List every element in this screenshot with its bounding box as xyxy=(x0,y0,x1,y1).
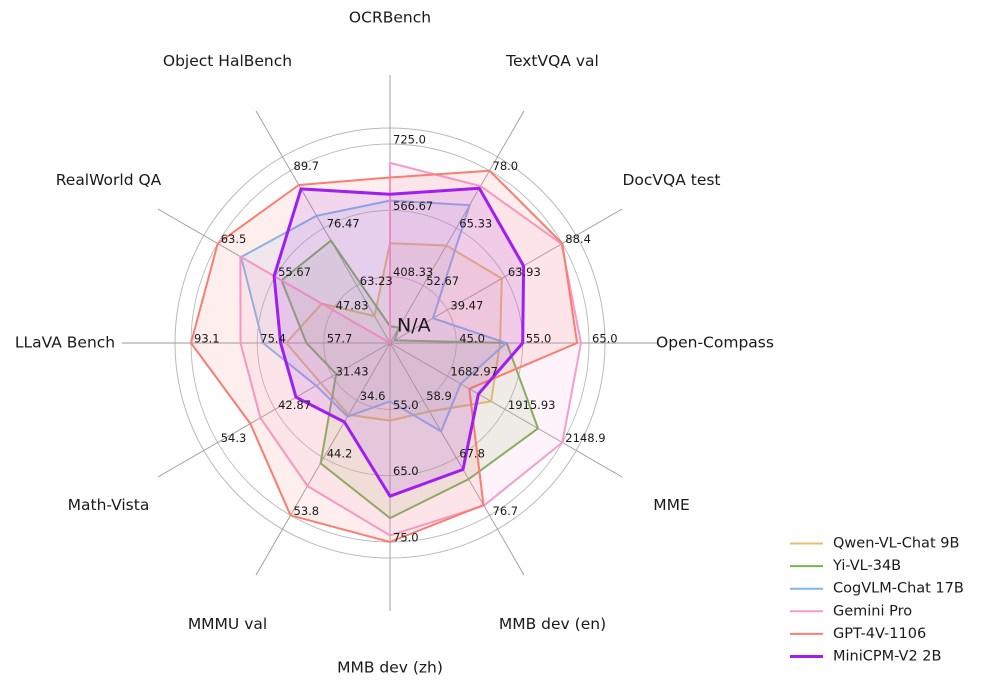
tick-label: 55.67 xyxy=(278,265,311,279)
tick-labels: 408.33 566.67 725.0 52.67 65.33 78.0 39.47 63.9… xyxy=(194,133,618,545)
series-line-minicpm-v2-2b xyxy=(272,186,526,498)
tick-label: 78.0 xyxy=(493,159,519,173)
tick-label: 75.0 xyxy=(393,531,419,545)
tick-label: 63.93 xyxy=(508,265,541,279)
axis-title-mmmu-val: MMMU val xyxy=(188,615,267,633)
tick-label: 42.87 xyxy=(278,398,311,412)
tick-label: 65.0 xyxy=(592,332,618,346)
axis-title-ocrbench: OCRBench xyxy=(349,9,431,27)
legend-item-minicpm-v2-2b: MiniCPM-V2 2B xyxy=(790,649,941,665)
tick-label: 34.6 xyxy=(360,389,386,403)
legend: Qwen-VL-Chat 9B Yi-VL-34B CogVLM-Chat 17B G… xyxy=(790,536,964,665)
axis-spoke xyxy=(389,110,525,344)
axis-spoke xyxy=(389,342,623,478)
axis-title-mme: MME xyxy=(653,496,690,514)
axis-spoke xyxy=(389,342,525,576)
tick-label: 45.0 xyxy=(459,332,485,346)
legend-label-yi-vl-34b: Yi-VL-34B xyxy=(832,558,901,574)
tick-label: 55.0 xyxy=(393,398,419,412)
center-na-label: N/A xyxy=(397,315,431,337)
tick-label: 89.7 xyxy=(294,159,320,173)
tick-label: 76.7 xyxy=(493,504,519,518)
tick-label: 47.83 xyxy=(336,298,369,312)
axis-title-mmb-dev-zh-: MMB dev (zh) xyxy=(337,659,443,677)
axis-spoke xyxy=(389,208,623,344)
tick-label: 53.8 xyxy=(294,504,320,518)
tick-label: 55.0 xyxy=(526,332,552,346)
legend-item-qwen-vl-chat-9b: Qwen-VL-Chat 9B xyxy=(790,536,959,552)
tick-label: 39.47 xyxy=(450,298,483,312)
tick-label: 31.43 xyxy=(336,365,369,379)
tick-label: 566.67 xyxy=(393,199,433,213)
tick-label: 65.33 xyxy=(459,217,492,231)
series-fill-gpt-4v-1106 xyxy=(191,170,578,542)
legend-label-gpt-4v-1106: GPT-4V-1106 xyxy=(833,626,926,642)
legend-label-gemini-pro: Gemini Pro xyxy=(833,603,912,619)
series-group xyxy=(190,161,582,543)
tick-label: 57.7 xyxy=(327,332,353,346)
tick-label: 408.33 xyxy=(393,265,433,279)
series-fill-yi-vl-34b xyxy=(281,240,538,519)
tick-label: 54.3 xyxy=(221,431,247,445)
tick-label: 67.8 xyxy=(459,446,485,460)
axis-title-object-halbench: Object HalBench xyxy=(163,52,292,70)
axis-title-mmb-dev-en-: MMB dev (en) xyxy=(499,615,606,633)
tick-label: 76.47 xyxy=(327,217,360,231)
axis-title-realworld-qa: RealWorld QA xyxy=(56,171,162,189)
series-fill-cogvlm-chat-17b xyxy=(241,200,507,432)
tick-label: 65.0 xyxy=(393,464,419,478)
tick-label: 52.67 xyxy=(426,274,459,288)
tick-label: 725.0 xyxy=(393,133,426,147)
tick-label: 93.1 xyxy=(194,332,220,346)
axis-title-docvqa-test: DocVQA test xyxy=(622,171,720,189)
tick-label: 44.2 xyxy=(327,446,353,460)
tick-label: 2148.9 xyxy=(565,431,605,445)
legend-item-cogvlm-chat-17b: CogVLM-Chat 17B xyxy=(790,581,964,597)
tick-label: 63.23 xyxy=(360,274,393,288)
axis-title-math-vista: Math-Vista xyxy=(68,496,150,514)
axis-title-open-compass: Open-Compass xyxy=(656,334,774,352)
tick-label: 58.9 xyxy=(426,389,452,403)
axis-title-llava-bench: LLaVA Bench xyxy=(15,334,115,352)
axis-titles: OCRBench TextVQA val DocVQA test Open-Compa… xyxy=(15,9,774,677)
legend-label-qwen-vl-chat-9b: Qwen-VL-Chat 9B xyxy=(833,536,959,552)
legend-item-gpt-4v-1106: GPT-4V-1106 xyxy=(790,626,926,642)
legend-label-minicpm-v2-2b: MiniCPM-V2 2B xyxy=(833,649,941,665)
series-fill-minicpm-v2-2b xyxy=(274,188,524,497)
tick-label: 1915.93 xyxy=(508,398,556,412)
legend-item-gemini-pro: Gemini Pro xyxy=(790,603,912,619)
axis-title-textvqa-val: TextVQA val xyxy=(505,52,599,70)
series-line-gpt-4v-1106 xyxy=(190,169,579,543)
legend-item-yi-vl-34b: Yi-VL-34B xyxy=(790,558,901,574)
tick-label: 63.5 xyxy=(221,232,247,246)
tick-label: 75.4 xyxy=(260,332,286,346)
tick-label: 1682.97 xyxy=(450,365,498,379)
legend-label-cogvlm-chat-17b: CogVLM-Chat 17B xyxy=(833,581,964,597)
series-fill-gemini-pro xyxy=(240,162,581,536)
tick-label: 88.4 xyxy=(565,232,591,246)
axis-spoke xyxy=(255,342,391,576)
series-fill-qwen-vl-chat-9b xyxy=(286,243,502,421)
axis-spoke xyxy=(255,110,391,344)
axis-spoke xyxy=(157,342,391,478)
